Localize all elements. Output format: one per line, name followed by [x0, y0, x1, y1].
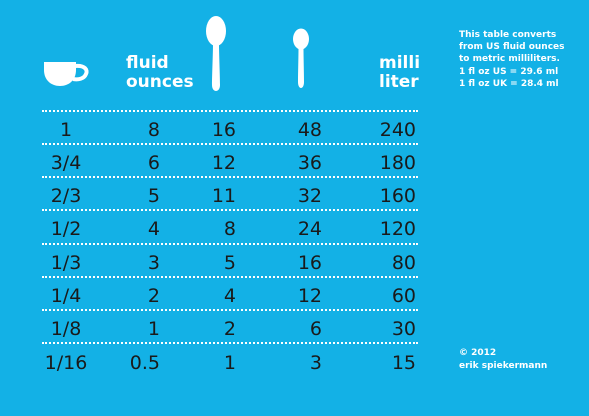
- cell-teaspoons: 48: [297, 119, 322, 141]
- table-row: 1/3 3 5 16 80: [0, 251, 460, 275]
- cell-cups: 1/3: [50, 252, 82, 274]
- note-line: 1 fl oz UK = 28.4 ml: [459, 78, 559, 89]
- cell-milliliters: 120: [379, 218, 416, 240]
- cell-fluid-ounces: 0.5: [129, 352, 160, 374]
- cell-tablespoons: 11: [211, 185, 236, 207]
- cell-tablespoons: 16: [211, 119, 236, 141]
- table-row: 1/8 1 2 6 30: [0, 317, 460, 341]
- conversion-note: This table converts from US fluid ounces…: [459, 29, 565, 90]
- teaspoon-icon: [292, 28, 310, 88]
- divider: [42, 342, 418, 344]
- copyright-credit: © 2012 erik spiekermann: [459, 347, 547, 372]
- author-name: erik spiekermann: [459, 360, 548, 371]
- divider: [42, 309, 418, 311]
- divider: [42, 209, 418, 211]
- cell-milliliters: 15: [391, 352, 416, 374]
- cell-tablespoons: 2: [223, 318, 236, 340]
- header-fluid-line2: ounces: [126, 72, 194, 92]
- cell-fluid-ounces: 1: [147, 318, 160, 340]
- header-milliliter: milli liter: [379, 54, 420, 92]
- table-row: 1/16 0.5 1 3 15: [0, 351, 460, 375]
- cell-cups: 1/8: [50, 318, 82, 340]
- divider: [42, 176, 418, 178]
- cell-milliliters: 240: [379, 119, 416, 141]
- cell-milliliters: 180: [379, 152, 416, 174]
- table-row: 3/4 6 12 36 180: [0, 151, 460, 175]
- cell-milliliters: 160: [379, 185, 416, 207]
- cell-teaspoons: 3: [309, 352, 322, 374]
- table-row: 1 8 16 48 240: [0, 118, 460, 142]
- divider: [42, 243, 418, 245]
- divider: [42, 110, 418, 112]
- note-line: 1 fl oz US = 29.6 ml: [459, 66, 559, 77]
- cell-milliliters: 80: [391, 252, 416, 274]
- cell-tablespoons: 1: [223, 352, 236, 374]
- note-line: from US fluid ounces: [459, 42, 565, 53]
- cell-cups: 1/16: [44, 352, 88, 374]
- note-line: to metric milliliters.: [459, 54, 560, 65]
- cell-tablespoons: 5: [223, 252, 236, 274]
- cell-teaspoons: 24: [297, 218, 322, 240]
- cell-fluid-ounces: 2: [147, 285, 160, 307]
- copyright-year: © 2012: [459, 348, 497, 358]
- header-fluid-line1: fluid: [126, 53, 169, 73]
- cell-fluid-ounces: 5: [147, 185, 160, 207]
- cell-cups: 1/4: [50, 285, 82, 307]
- header-milli-line2: liter: [379, 72, 419, 92]
- cell-cups: 2/3: [50, 185, 82, 207]
- cell-teaspoons: 6: [309, 318, 322, 340]
- cell-milliliters: 30: [391, 318, 416, 340]
- tablespoon-icon: [204, 15, 228, 91]
- cell-teaspoons: 12: [297, 285, 322, 307]
- cell-teaspoons: 16: [297, 252, 322, 274]
- header-fluid-ounces: fluid ounces: [126, 54, 194, 92]
- cell-tablespoons: 8: [223, 218, 236, 240]
- cell-fluid-ounces: 6: [147, 152, 160, 174]
- cell-cups: 1: [59, 119, 73, 141]
- cup-icon: [42, 60, 90, 88]
- header-milli-line1: milli: [379, 53, 421, 73]
- table-row: 2/3 5 11 32 160: [0, 184, 460, 208]
- table-row: 1/4 2 4 12 60: [0, 284, 460, 308]
- cell-tablespoons: 4: [223, 285, 236, 307]
- cell-fluid-ounces: 4: [147, 218, 160, 240]
- cell-milliliters: 60: [391, 285, 416, 307]
- cell-fluid-ounces: 3: [147, 252, 160, 274]
- cell-cups: 1/2: [50, 218, 82, 240]
- cell-fluid-ounces: 8: [147, 119, 160, 141]
- table-row: 1/2 4 8 24 120: [0, 217, 460, 241]
- cell-teaspoons: 36: [297, 152, 322, 174]
- divider: [42, 143, 418, 145]
- cell-tablespoons: 12: [211, 152, 236, 174]
- divider: [42, 276, 418, 278]
- note-line: This table converts: [459, 30, 557, 40]
- cell-teaspoons: 32: [297, 185, 322, 207]
- cell-cups: 3/4: [50, 152, 82, 174]
